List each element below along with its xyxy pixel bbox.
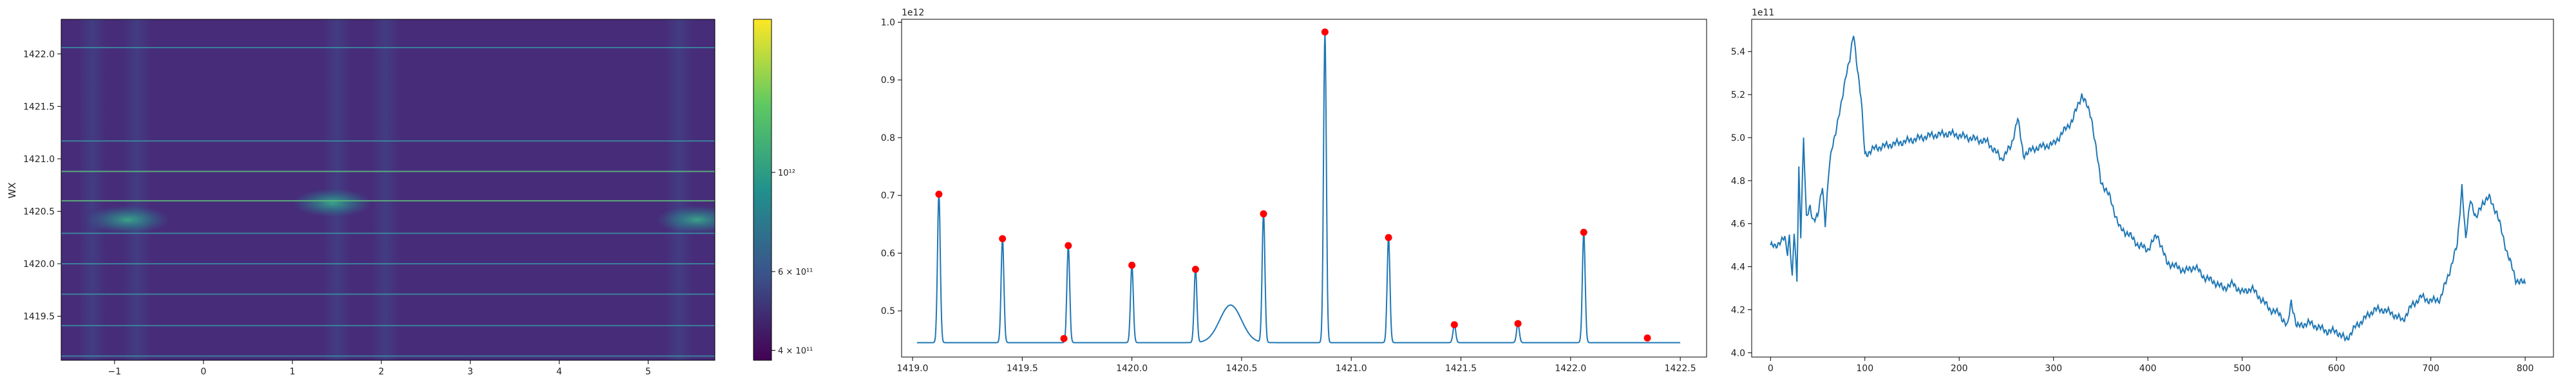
- timeseries-series: [1770, 35, 2526, 342]
- timeseries-x-ticks: 0 100 200 300 400 500 600 700 800: [1768, 357, 2534, 374]
- peak-marker: [1128, 261, 1136, 269]
- peaks-plot-frame: [901, 19, 1707, 358]
- heatmap-x-tick-label: 1: [290, 367, 296, 377]
- peak-marker: [1260, 210, 1267, 217]
- peaks-y-tick-label: 0.9: [881, 75, 895, 86]
- peaks-x-tick-label: 1422.0: [1555, 363, 1586, 374]
- peaks-line-plot: 1e12 1419.0 1419.5 1420.0 1420.5 1421.0 1421.…: [881, 8, 1707, 374]
- heatmap-frame: [61, 19, 715, 361]
- heatmap-x-tick-label: −1: [108, 367, 122, 377]
- peak-marker: [1191, 266, 1199, 273]
- timeseries-y-tick-label: 5.4: [1731, 47, 1745, 57]
- timeseries-y-tick-label: 4.6: [1731, 219, 1745, 230]
- heatmap-y-axis-label: WX: [6, 182, 18, 198]
- heatmap-hotspot: [86, 205, 170, 234]
- heatmap-y-tick-label: 1421.0: [23, 154, 55, 165]
- heatmap-y-ticks: 1419.5 1420.0 1420.5 1421.0 1421.5 1422.0: [23, 50, 61, 322]
- peaks-x-tick-label: 1421.5: [1445, 363, 1477, 374]
- peak-marker: [1580, 228, 1587, 236]
- timeseries-x-tick-label: 400: [2139, 363, 2157, 374]
- colorbar-tick-label: 10¹²: [778, 169, 795, 178]
- peaks-x-tick-label: 1422.5: [1665, 363, 1696, 374]
- timeseries-y-tick-label: 4.8: [1731, 176, 1745, 187]
- heatmap-horizontal-lines: [61, 47, 715, 357]
- peaks-x-ticks: 1419.0 1419.5 1420.0 1420.5 1421.0 1421.5 1422…: [897, 357, 1696, 374]
- timeseries-plot-y-offset: 1e11: [1752, 8, 1774, 18]
- timeseries-y-tick-label: 5.2: [1731, 90, 1745, 100]
- peaks-y-tick-label: 0.7: [881, 191, 895, 201]
- colorbar-tick-label: 4 × 10¹¹: [778, 347, 813, 356]
- heatmap-y-tick-label: 1419.5: [23, 312, 55, 322]
- peaks-x-tick-label: 1420.0: [1116, 363, 1148, 374]
- heatmap-x-tick-label: 3: [468, 367, 473, 377]
- peak-marker: [1450, 321, 1458, 329]
- peaks-x-tick-label: 1419.5: [1007, 363, 1038, 374]
- timeseries-y-tick-label: 4.4: [1731, 262, 1745, 273]
- peaks-line: [916, 32, 1681, 344]
- colorbar-tick-label: 6 × 10¹¹: [778, 268, 813, 277]
- timeseries-y-ticks: 4.0 4.2 4.4 4.6 4.8 5.0 5.2 5.4: [1731, 47, 1752, 358]
- heatmap-vertical-band: [372, 19, 401, 360]
- heatmap-x-tick-label: 5: [645, 367, 651, 377]
- heatmap-y-tick-label: 1422.0: [23, 50, 55, 60]
- timeseries-x-tick-label: 0: [1768, 363, 1774, 374]
- peaks-series: [916, 32, 1681, 344]
- peaks-y-ticks: 0.5 0.6 0.7 0.8 0.9 1.0: [881, 17, 902, 317]
- peak-marker: [1385, 234, 1392, 241]
- timeseries-x-tick-label: 500: [2233, 363, 2251, 374]
- heatmap-y-tick-label: 1421.5: [23, 102, 55, 112]
- peaks-markers: [935, 28, 1651, 342]
- peak-marker: [1321, 28, 1329, 36]
- peaks-x-tick-label: 1420.5: [1226, 363, 1257, 374]
- peak-marker: [935, 190, 943, 198]
- heatmap-vertical-bands: [78, 19, 694, 360]
- timeseries-y-tick-label: 4.0: [1731, 348, 1745, 358]
- timeseries-x-tick-label: 800: [2517, 363, 2534, 374]
- peak-marker: [1514, 320, 1522, 327]
- heatmap-y-tick-label: 1420.5: [23, 207, 55, 217]
- colorbar-ticks: 4 × 10¹¹ 6 × 10¹¹ 10¹²: [772, 169, 813, 356]
- peak-marker: [1065, 242, 1072, 250]
- peaks-y-tick-label: 0.6: [881, 248, 895, 259]
- timeseries-x-tick-label: 300: [2045, 363, 2062, 374]
- heatmap-vertical-band: [665, 19, 694, 360]
- heatmap-x-tick-label: 0: [200, 367, 206, 377]
- peak-marker: [1643, 334, 1651, 342]
- peaks-y-tick-label: 0.5: [881, 306, 895, 317]
- heatmap-x-ticks: −1 0 1 2 3 4 5: [108, 360, 651, 377]
- heatmap-x-tick-label: 4: [556, 367, 562, 377]
- heatmap-plot: −1 0 1 2 3 4 5 1419.51420.01420.51421.01421.51…: [6, 19, 715, 377]
- heatmap-hotspot: [292, 188, 372, 217]
- timeseries-line-plot: 1e11 0 100 200 300 400 500 600 700 800 4.0 4.2 4.4…: [1731, 8, 2554, 374]
- heatmap-y-tick-label: 1420.0: [23, 259, 55, 270]
- heatmap-x-tick-label: 2: [379, 367, 384, 377]
- timeseries-y-tick-label: 4.2: [1731, 305, 1745, 315]
- timeseries-x-tick-label: 100: [1856, 363, 1873, 374]
- peaks-x-tick-label: 1421.0: [1336, 363, 1367, 374]
- colorbar-gradient: [753, 19, 772, 361]
- timeseries-line: [1770, 35, 2526, 342]
- peaks-x-tick-label: 1419.0: [897, 363, 929, 374]
- peaks-y-tick-label: 1.0: [881, 17, 895, 28]
- heatmap-vertical-band: [78, 19, 107, 360]
- timeseries-x-tick-label: 600: [2328, 363, 2345, 374]
- timeseries-x-tick-label: 700: [2422, 363, 2439, 374]
- peak-marker: [999, 235, 1007, 243]
- heatmap-hotspots: [86, 188, 715, 234]
- heatmap-vertical-band: [122, 19, 151, 360]
- timeseries-plot-frame: [1751, 19, 2554, 358]
- timeseries-y-tick-label: 5.0: [1731, 133, 1745, 143]
- peak-marker: [1060, 335, 1068, 342]
- heatmap-hotspot: [656, 205, 715, 234]
- timeseries-x-tick-label: 200: [1951, 363, 1968, 374]
- peaks-plot-y-offset: 1e12: [902, 8, 924, 18]
- peaks-y-tick-label: 0.8: [881, 133, 895, 143]
- colorbar: 4 × 10¹¹ 6 × 10¹¹ 10¹²: [753, 19, 813, 361]
